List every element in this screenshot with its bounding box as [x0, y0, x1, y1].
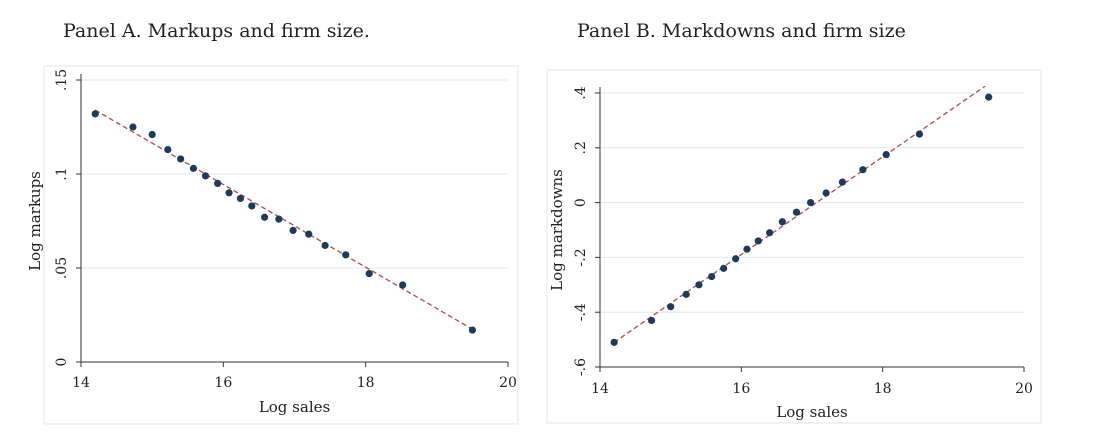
panel-b-title: Panel B. Markdowns and firm size	[577, 20, 906, 42]
panel-a-title: Panel A. Markups and firm size.	[63, 20, 370, 42]
panel-a-data-point	[164, 145, 172, 154]
panel-b-data-point	[610, 338, 618, 346]
panel-a-x-tick-label: 18	[357, 375, 375, 391]
panel-a-x-tick-label: 20	[499, 375, 517, 391]
panel-b-data-point	[822, 189, 830, 197]
panel-b-data-point	[754, 237, 762, 245]
panel-b-y-tick-label: .4	[573, 86, 589, 99]
panel-a-data-point	[342, 251, 350, 259]
panel-b-data-point	[859, 166, 867, 174]
panel-a-data-point	[214, 179, 222, 187]
panel-a-data-point	[148, 130, 156, 139]
panel-b-data-point	[695, 281, 703, 289]
panel-a-data-point	[201, 172, 210, 180]
panel-b-frame	[546, 69, 1042, 424]
panel-a-x-tick-label: 14	[72, 375, 90, 391]
panel-a-data-point	[129, 123, 137, 131]
panel-b-data-point	[732, 255, 740, 263]
panel-a-data-point	[236, 194, 245, 203]
panel-b-y-tick-label: -.2	[573, 248, 589, 266]
panel-a-data-point	[399, 281, 407, 289]
panel-a-data-point	[225, 189, 233, 197]
panel-a-data-point	[289, 226, 297, 234]
panel-a-data-point	[321, 241, 329, 250]
panel-b-y-axis-label: Log markdowns	[548, 169, 566, 291]
panel-a-y-tick-label: 0	[54, 358, 70, 367]
panel-b-data-point	[720, 264, 728, 272]
panel-b-x-axis-label: Log sales	[776, 403, 847, 421]
panel-b-y-tick-label: .2	[573, 141, 589, 154]
panel-a-data-point	[177, 155, 185, 163]
panel-b-data-point	[882, 151, 890, 159]
panel-a-y-tick-label: .05	[54, 257, 70, 279]
panel-b-data-point	[708, 272, 716, 281]
panel-b-data-point	[682, 290, 690, 298]
panel-b-data-point	[647, 316, 656, 325]
panel-a-y-tick-label: .15	[54, 69, 70, 91]
panel-a-data-point	[468, 326, 477, 334]
panel-b-data-point	[915, 130, 924, 138]
panel-a-data-point	[189, 164, 198, 172]
panel-b-y-tick-label: -.4	[573, 303, 589, 321]
panel-b-data-point	[778, 218, 786, 226]
panel-b-y-tick-label: 0	[573, 198, 589, 207]
panel-b-y-tick-label: -.6	[573, 358, 589, 376]
panel-a-data-point	[91, 110, 99, 118]
panel-b-data-point	[743, 245, 751, 253]
panel-b-data-point	[806, 199, 815, 207]
panel-b-data-point	[667, 303, 675, 311]
panel-b-data-point	[792, 208, 801, 216]
panel-a-x-tick-label: 16	[214, 375, 232, 391]
panel-a-fit-line	[94, 109, 475, 331]
panel-b-x-tick-label: 16	[732, 381, 750, 397]
panel-a-data-point	[365, 270, 373, 278]
panel-b-x-tick-label: 20	[1015, 381, 1033, 397]
panel-b-data-point	[838, 178, 846, 186]
panel-b-x-tick-label: 18	[874, 381, 892, 397]
panel-b-fit-line	[613, 85, 986, 343]
panel-a-data-point	[261, 213, 269, 221]
panel-b-data-point	[985, 93, 993, 101]
panel-a-data-point	[275, 215, 283, 223]
panel-a-x-axis-label: Log sales	[259, 398, 330, 416]
panel-a-y-axis-label: Log markups	[26, 171, 44, 271]
panel-a-data-point	[248, 202, 256, 210]
panel-a-frame	[43, 65, 519, 425]
panel-a-data-point	[305, 230, 313, 238]
panel-b-data-point	[766, 229, 774, 237]
panel-a-y-tick-label: .1	[54, 167, 70, 180]
panel-b-x-tick-label: 14	[591, 381, 609, 397]
